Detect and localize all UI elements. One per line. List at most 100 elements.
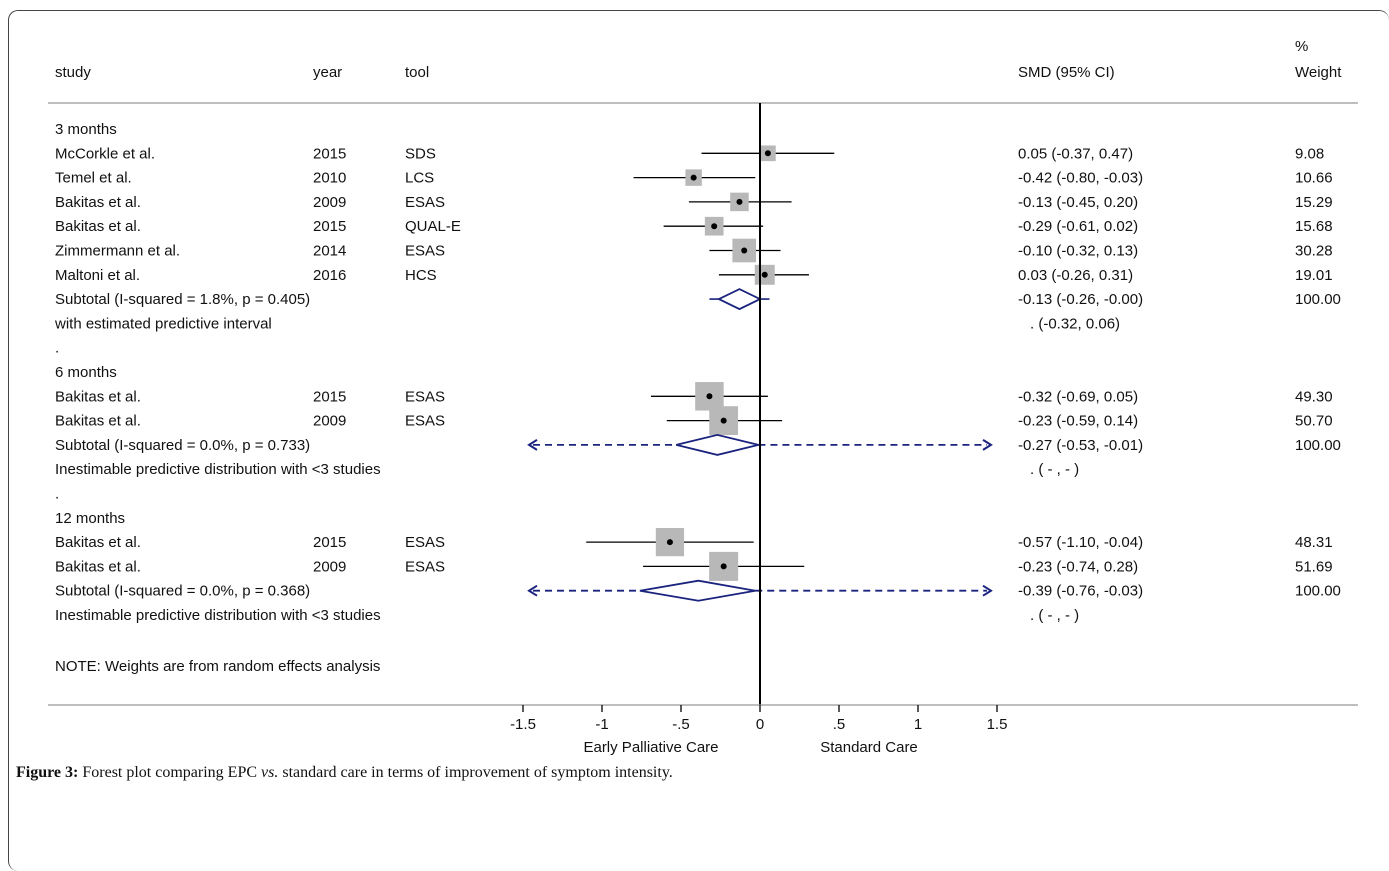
predictive-interval-label: . (-0.32, 0.06) xyxy=(1030,315,1120,332)
caption-text-1: Forest plot comparing EPC xyxy=(78,764,262,781)
subtotal-label: Subtotal (I-squared = 1.8%, p = 0.405) xyxy=(55,291,310,308)
study-weight: 15.29 xyxy=(1295,194,1333,211)
study-year: 2014 xyxy=(313,243,346,260)
study-year: 2015 xyxy=(313,534,346,551)
caption-label: Figure 3: xyxy=(16,764,79,781)
study-tool: ESAS xyxy=(405,194,445,211)
pooled-diamond xyxy=(676,433,759,456)
study-year: 2015 xyxy=(313,388,346,405)
study-smd-ci: -0.42 (-0.80, -0.03) xyxy=(1018,170,1143,187)
subtotal-weight: 100.00 xyxy=(1295,291,1341,308)
subtotal-smd-ci: -0.27 (-0.53, -0.01) xyxy=(1018,437,1143,454)
header-study: study xyxy=(55,64,91,81)
group-label: 6 months xyxy=(55,364,117,381)
study-name: Bakitas et al. xyxy=(55,558,141,575)
study-year: 2010 xyxy=(313,170,346,187)
header-tool: tool xyxy=(405,64,429,81)
study-name: Bakitas et al. xyxy=(55,388,141,405)
subtotal-label: Subtotal (I-squared = 0.0%, p = 0.368) xyxy=(55,583,310,600)
arrow-left xyxy=(527,439,538,451)
arrow-right xyxy=(982,439,993,451)
point-estimate xyxy=(690,174,697,181)
study-tool: HCS xyxy=(405,267,437,284)
study-name: Bakitas et al. xyxy=(55,194,141,211)
study-name: Bakitas et al. xyxy=(55,534,141,551)
note-label: Inestimable predictive distribution with… xyxy=(55,461,381,478)
x-tick-label: -1.5 xyxy=(510,716,536,733)
study-tool: ESAS xyxy=(405,243,445,260)
study-weight: 10.66 xyxy=(1295,170,1333,187)
x-tick-label: .5 xyxy=(833,716,846,733)
study-weight: 51.69 xyxy=(1295,558,1333,575)
arrow-left xyxy=(527,584,538,597)
favours-right-label: Standard Care xyxy=(820,739,918,756)
figure-caption: Figure 3: Forest plot comparing EPC vs. … xyxy=(16,764,1376,782)
study-weight: 49.30 xyxy=(1295,388,1333,405)
point-estimate xyxy=(761,271,768,278)
study-weight: 15.68 xyxy=(1295,218,1333,235)
favours-left-label: Early Palliative Care xyxy=(583,739,718,756)
point-estimate xyxy=(720,417,727,424)
study-smd-ci: 0.05 (-0.37, 0.47) xyxy=(1018,145,1133,162)
study-year: 2015 xyxy=(313,145,346,162)
x-tick-label: -1 xyxy=(595,716,608,733)
point-estimate xyxy=(736,198,743,205)
study-weight: 50.70 xyxy=(1295,413,1333,430)
point-estimate xyxy=(711,223,718,230)
study-year: 2009 xyxy=(313,558,346,575)
subtotal-smd-ci: -0.13 (-0.26, -0.00) xyxy=(1018,291,1143,308)
point-estimate xyxy=(764,150,771,157)
caption-text-2: standard care in terms of improvement of… xyxy=(278,764,673,781)
study-name: Bakitas et al. xyxy=(55,413,141,430)
study-smd-ci: -0.29 (-0.61, 0.02) xyxy=(1018,218,1138,235)
study-weight: 48.31 xyxy=(1295,534,1333,551)
header-weight: Weight xyxy=(1295,64,1342,81)
study-weight: 19.01 xyxy=(1295,267,1333,284)
study-smd-ci: -0.57 (-1.10, -0.04) xyxy=(1018,534,1143,551)
point-estimate xyxy=(720,563,727,570)
study-tool: ESAS xyxy=(405,388,445,405)
predictive-interval-label: . ( - , - ) xyxy=(1030,607,1079,624)
study-name: McCorkle et al. xyxy=(55,145,155,162)
x-tick-label: 1 xyxy=(914,716,922,733)
group-label: 12 months xyxy=(55,510,125,527)
header-year: year xyxy=(313,64,342,81)
x-tick-label: -.5 xyxy=(672,716,690,733)
predictive-interval-label: . ( - , - ) xyxy=(1030,461,1079,478)
study-smd-ci: 0.03 (-0.26, 0.31) xyxy=(1018,267,1133,284)
point-estimate xyxy=(666,539,673,546)
group-label: 3 months xyxy=(55,121,117,138)
subtotal-weight: 100.00 xyxy=(1295,437,1341,454)
study-name: Bakitas et al. xyxy=(55,218,141,235)
study-name: Zimmermann et al. xyxy=(55,243,180,260)
study-tool: LCS xyxy=(405,170,434,187)
study-name: Maltoni et al. xyxy=(55,267,140,284)
point-estimate xyxy=(706,393,713,400)
x-tick-label: 0 xyxy=(756,716,764,733)
study-tool: ESAS xyxy=(405,558,445,575)
study-tool: ESAS xyxy=(405,413,445,430)
note-label: . xyxy=(55,486,59,503)
forest-plot: study year tool SMD (95% CI)% Weight 3 months… xyxy=(48,38,1358,756)
subtotal-label: Subtotal (I-squared = 0.0%, p = 0.733) xyxy=(55,437,310,454)
point-estimate xyxy=(741,247,748,254)
x-tick-label: 1.5 xyxy=(987,716,1008,733)
pooled-diamond xyxy=(639,579,756,602)
study-year: 2015 xyxy=(313,218,346,235)
study-smd-ci: -0.13 (-0.45, 0.20) xyxy=(1018,194,1138,211)
study-weight: 9.08 xyxy=(1295,145,1324,162)
study-tool: SDS xyxy=(405,145,436,162)
header-weight-percent: % xyxy=(1295,38,1308,55)
study-year: 2009 xyxy=(313,194,346,211)
caption-vs: vs. xyxy=(261,764,279,781)
study-tool: ESAS xyxy=(405,534,445,551)
figure-frame xyxy=(8,10,1389,871)
note-label: with estimated predictive interval xyxy=(54,315,272,332)
pooled-diamond xyxy=(716,288,763,311)
arrow-right xyxy=(982,584,993,597)
study-weight: 30.28 xyxy=(1295,243,1333,260)
header-smd: SMD (95% CI) xyxy=(1018,64,1115,81)
study-year: 2016 xyxy=(313,267,346,284)
study-smd-ci: -0.23 (-0.74, 0.28) xyxy=(1018,558,1138,575)
note-label: . xyxy=(55,340,59,357)
